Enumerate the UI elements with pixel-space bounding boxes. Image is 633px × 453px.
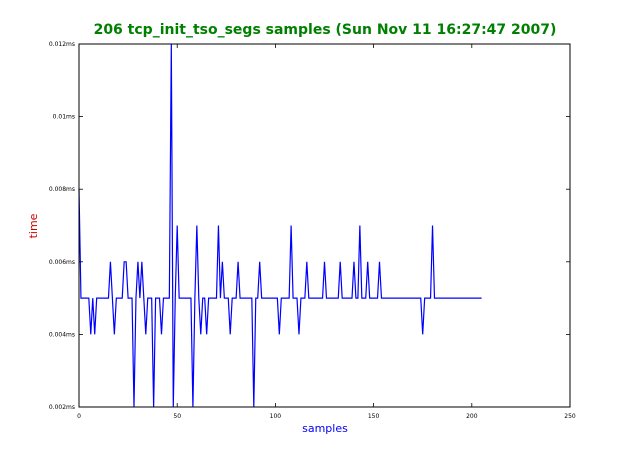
axis-ticks: 0 50 100 150 200 250 0.002ms 0.004ms 0.006ms 0.00… (49, 41, 576, 420)
plot-area (78, 43, 482, 408)
y-axis-label: time (27, 213, 40, 238)
x-tick-label: 250 (564, 413, 576, 420)
x-tick-label: 200 (466, 413, 478, 420)
y-tick-label: 0.004ms (49, 331, 75, 338)
x-axis-label: samples (302, 422, 348, 435)
plot-frame (78, 43, 571, 408)
y-tick-label: 0.006ms (49, 259, 75, 266)
x-tick-label: 150 (368, 413, 380, 420)
x-tick-label: 100 (270, 413, 282, 420)
y-tick-label: 0.008ms (49, 186, 75, 193)
chart-title: 206 tcp_init_tso_segs samples (Sun Nov 1… (94, 22, 557, 38)
y-tick-label: 0.01ms (53, 114, 75, 121)
series-line (78, 43, 482, 408)
x-tick-label: 50 (173, 413, 181, 420)
x-tick-label: 0 (77, 413, 81, 420)
y-tick-label: 0.012ms (49, 41, 75, 48)
y-tick-label: 0.002ms (49, 404, 75, 411)
